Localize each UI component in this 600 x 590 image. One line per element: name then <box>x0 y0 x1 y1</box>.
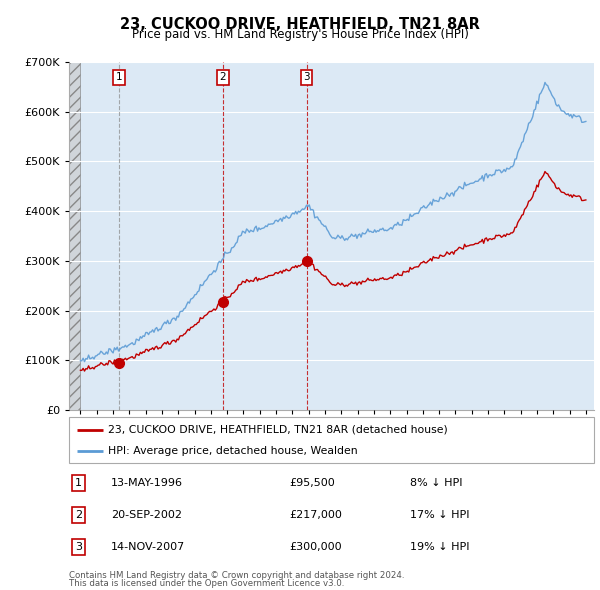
Text: 1: 1 <box>116 73 122 83</box>
Text: 3: 3 <box>303 73 310 83</box>
Text: Contains HM Land Registry data © Crown copyright and database right 2024.: Contains HM Land Registry data © Crown c… <box>69 571 404 579</box>
Text: 8% ↓ HPI: 8% ↓ HPI <box>410 478 463 488</box>
Text: 1: 1 <box>75 478 82 488</box>
Text: £217,000: £217,000 <box>290 510 343 520</box>
Text: 2: 2 <box>219 73 226 83</box>
Text: 23, CUCKOO DRIVE, HEATHFIELD, TN21 8AR (detached house): 23, CUCKOO DRIVE, HEATHFIELD, TN21 8AR (… <box>109 425 448 435</box>
Text: 14-NOV-2007: 14-NOV-2007 <box>111 542 185 552</box>
Text: 3: 3 <box>75 542 82 552</box>
Text: 2: 2 <box>75 510 82 520</box>
Text: 19% ↓ HPI: 19% ↓ HPI <box>410 542 470 552</box>
Text: £300,000: £300,000 <box>290 542 342 552</box>
Text: 13-MAY-1996: 13-MAY-1996 <box>111 478 183 488</box>
Text: 20-SEP-2002: 20-SEP-2002 <box>111 510 182 520</box>
Text: HPI: Average price, detached house, Wealden: HPI: Average price, detached house, Weal… <box>109 445 358 455</box>
Text: £95,500: £95,500 <box>290 478 335 488</box>
Text: 23, CUCKOO DRIVE, HEATHFIELD, TN21 8AR: 23, CUCKOO DRIVE, HEATHFIELD, TN21 8AR <box>120 17 480 31</box>
Text: This data is licensed under the Open Government Licence v3.0.: This data is licensed under the Open Gov… <box>69 579 344 588</box>
Text: Price paid vs. HM Land Registry's House Price Index (HPI): Price paid vs. HM Land Registry's House … <box>131 28 469 41</box>
Text: 17% ↓ HPI: 17% ↓ HPI <box>410 510 470 520</box>
